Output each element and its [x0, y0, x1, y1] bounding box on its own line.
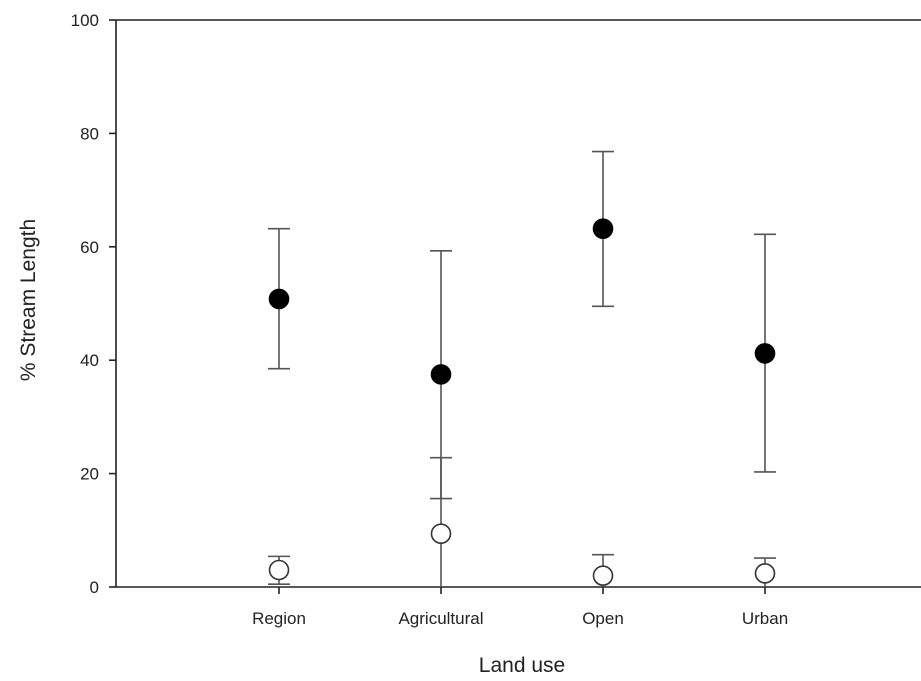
data-point-filled — [592, 218, 614, 239]
y-tick-label: 60 — [80, 238, 99, 257]
y-tick-label: 100 — [71, 11, 99, 30]
y-tick-label: 80 — [80, 124, 99, 143]
data-point-filled — [754, 343, 776, 364]
series-2 — [268, 456, 776, 587]
x-tick-label: Agricultural — [398, 609, 483, 628]
y-tick-label: 40 — [80, 351, 99, 370]
x-tick-label: Urban — [742, 609, 788, 628]
data-point-open — [268, 559, 290, 581]
data-point-open — [430, 523, 452, 545]
x-axis-title: Land use — [479, 654, 565, 677]
x-ticks: Region Agricultural Open Urban — [252, 587, 788, 628]
y-axis-title: % Stream Length — [17, 219, 40, 381]
y-ticks: 0 20 40 60 80 100 — [71, 11, 116, 597]
series — [268, 150, 776, 587]
series-1 — [268, 150, 776, 500]
x-tick-label: Region — [252, 609, 306, 628]
axes — [115, 19, 921, 588]
data-point-open — [592, 565, 614, 586]
x-tick-label: Open — [582, 609, 624, 628]
data-point-open — [754, 563, 776, 584]
data-point-filled — [430, 364, 452, 385]
y-tick-label: 0 — [90, 578, 99, 597]
data-point-filled — [268, 288, 290, 310]
y-tick-label: 20 — [80, 465, 99, 484]
